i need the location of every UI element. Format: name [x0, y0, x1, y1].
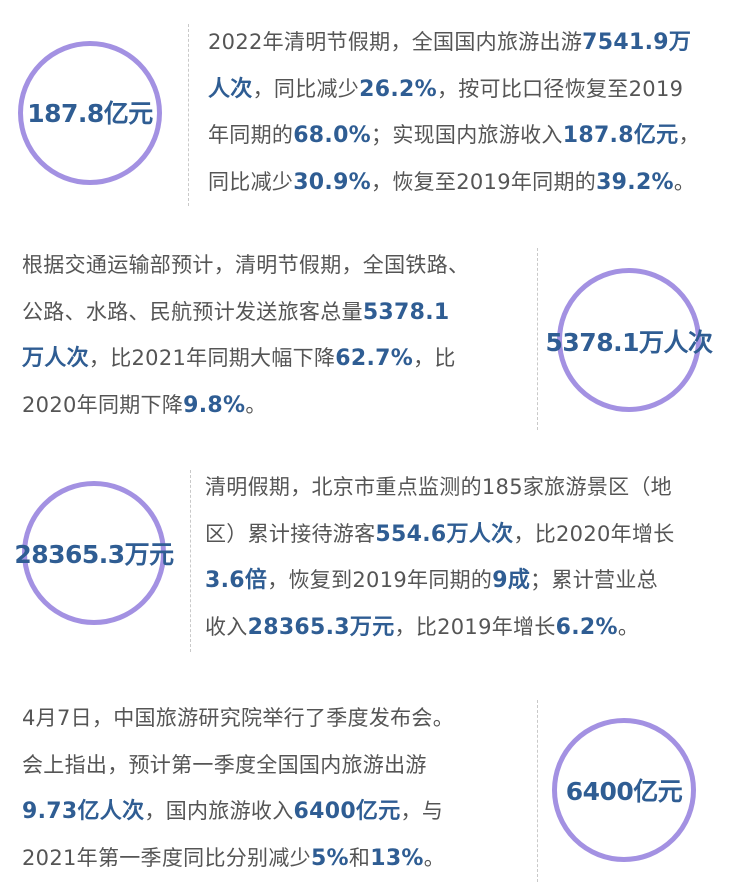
- highlight-figure: 187.8亿元: [562, 123, 679, 148]
- highlight-figure: 62.7%: [335, 346, 414, 371]
- circle-stat-label: 6400亿元: [565, 777, 683, 806]
- text-segment: ，比2021年同期大幅下降: [88, 346, 336, 370]
- stat-paragraph: 2022年清明节假期，全国国内旅游出游7541.9万 人次，同比减少26.2%，按…: [208, 19, 700, 205]
- highlight-figure: 554.6万人次: [375, 521, 514, 547]
- text-line: 会上指出，预计第一季度全国国内旅游出游: [22, 742, 454, 789]
- highlight-figure: 5378.1: [362, 299, 450, 325]
- text-segment: 2020年同期下降: [22, 392, 184, 417]
- highlight-figure: 28365.3万元: [247, 614, 395, 640]
- circle-stat-label: 28365.3万元: [14, 540, 174, 569]
- circle-ring: [557, 268, 701, 412]
- stat-paragraph: 4月7日，中国旅游研究院举行了季度发布会。 会上指出，预计第一季度全国国内旅游出游…: [22, 695, 454, 881]
- text-segment: 同比减少: [208, 169, 294, 194]
- text-line: 9.73亿人次，国内旅游收入6400亿元，与: [22, 788, 454, 835]
- text-line: 2021年第一季度同比分别减少5%和13%。: [22, 835, 454, 882]
- highlight-figure: 7541.9万: [582, 30, 692, 55]
- circle-stat-label: 5378.1万人次: [545, 328, 713, 357]
- text-line: 万人次，比2021年同期大幅下降62.7%，比: [22, 335, 469, 382]
- text-segment: 公路、水路、民航预计发送旅客总量: [22, 299, 363, 324]
- text-segment: 。: [423, 845, 446, 870]
- stat-paragraph: 清明假期，北京市重点监测的185家旅游景区（地 区）累计接待游客554.6万人次，…: [205, 464, 675, 650]
- text-segment: 。: [617, 614, 640, 639]
- text-segment: ，同比减少: [252, 76, 360, 101]
- text-line: 根据交通运输部预计，清明节假期，全国铁路、: [22, 242, 469, 289]
- text-segment: ，国内旅游收入: [144, 799, 294, 823]
- highlight-figure: 68.0%: [293, 123, 372, 148]
- text-segment: 会上指出，预计第一季度全国国内旅游出游: [22, 752, 427, 777]
- dashed-divider: [188, 24, 189, 206]
- text-line: 4月7日，中国旅游研究院举行了季度发布会。: [22, 695, 454, 742]
- text-segment: 区）累计接待游客: [205, 521, 376, 546]
- dashed-divider: [537, 248, 538, 430]
- text-segment: 收入: [205, 614, 248, 639]
- text-segment: ，恢复至2019年同期的: [371, 169, 597, 194]
- stat-paragraph: 根据交通运输部预计，清明节假期，全国铁路、 公路、水路、民航预计发送旅客总量537…: [22, 242, 469, 428]
- circle-ring: [552, 718, 696, 862]
- text-line: 区）累计接待游客554.6万人次，比2020年增长: [205, 511, 675, 558]
- text-segment: ，: [678, 123, 700, 147]
- text-line: 清明假期，北京市重点监测的185家旅游景区（地: [205, 464, 675, 511]
- stat-block-beijing-scenic: 28365.3万元 清明假期，北京市重点监测的185家旅游景区（地 区）累计接待游…: [0, 0, 740, 652]
- text-segment: ，比2019年增长: [394, 614, 556, 639]
- highlight-figure: 9成: [492, 568, 531, 593]
- dashed-divider: [190, 470, 191, 652]
- text-segment: ，比: [413, 346, 456, 370]
- highlight-figure: 9.73亿人次: [22, 799, 145, 824]
- text-segment: ，比2020年增长: [513, 521, 675, 546]
- text-line: 2020年同期下降9.8%。: [22, 382, 469, 429]
- highlight-figure: 6.2%: [555, 614, 618, 640]
- text-line: 公路、水路、民航预计发送旅客总量5378.1: [22, 289, 469, 336]
- highlight-figure: 人次: [208, 76, 253, 102]
- text-segment: ，恢复到2019年同期的: [267, 568, 493, 592]
- text-line: 收入28365.3万元，比2019年增长6.2%。: [205, 604, 675, 651]
- text-segment: ，与: [400, 799, 444, 823]
- text-line: 年同期的68.0%；实现国内旅游收入187.8亿元，: [208, 112, 700, 159]
- highlight-figure: 3.6倍: [205, 568, 268, 593]
- text-segment: 。: [673, 169, 696, 194]
- text-segment: 2022年清明节假期，全国国内旅游出游: [208, 30, 583, 54]
- text-line: 同比减少30.9%，恢复至2019年同期的39.2%。: [208, 159, 700, 206]
- text-segment: 2021年第一季度同比分别减少: [22, 845, 311, 870]
- highlight-figure: 5%: [310, 845, 349, 871]
- circle-ring: [22, 481, 166, 625]
- highlight-figure: 9.8%: [183, 392, 246, 418]
- text-line: 人次，同比减少26.2%，按可比口径恢复至2019: [208, 66, 700, 113]
- stat-block-tourism-revenue: 187.8亿元 2022年清明节假期，全国国内旅游出游7541.9万 人次，同比减…: [0, 0, 740, 220]
- circle-ring: [18, 41, 162, 185]
- highlight-figure: 39.2%: [596, 169, 674, 195]
- text-segment: ，按可比口径恢复至2019: [436, 76, 684, 101]
- highlight-figure: 26.2%: [359, 76, 437, 102]
- dashed-divider: [537, 700, 538, 882]
- highlight-figure: 30.9%: [293, 169, 372, 195]
- text-line: 2022年清明节假期，全国国内旅游出游7541.9万: [208, 19, 700, 66]
- text-segment: 年同期的: [208, 123, 294, 147]
- text-line: 3.6倍，恢复到2019年同期的9成；累计营业总: [205, 557, 675, 604]
- text-segment: 4月7日，中国旅游研究院举行了季度发布会。: [22, 706, 455, 730]
- stat-block-passenger-traffic: 5378.1万人次 根据交通运输部预计，清明节假期，全国铁路、 公路、水路、民航预…: [0, 0, 740, 430]
- highlight-figure: 6400亿元: [293, 799, 401, 824]
- highlight-figure: 万人次: [22, 346, 89, 371]
- text-segment: 清明假期，北京市重点监测的185家旅游景区（地: [205, 475, 672, 499]
- highlight-figure: 13%: [370, 845, 424, 871]
- text-segment: 和: [348, 845, 371, 870]
- text-segment: ；实现国内旅游收入: [371, 123, 563, 147]
- text-segment: ；累计营业总: [530, 568, 658, 592]
- text-segment: 。: [245, 392, 267, 417]
- circle-stat-label: 187.8亿元: [27, 99, 153, 128]
- text-segment: 根据交通运输部预计，清明节假期，全国铁路、: [22, 253, 470, 277]
